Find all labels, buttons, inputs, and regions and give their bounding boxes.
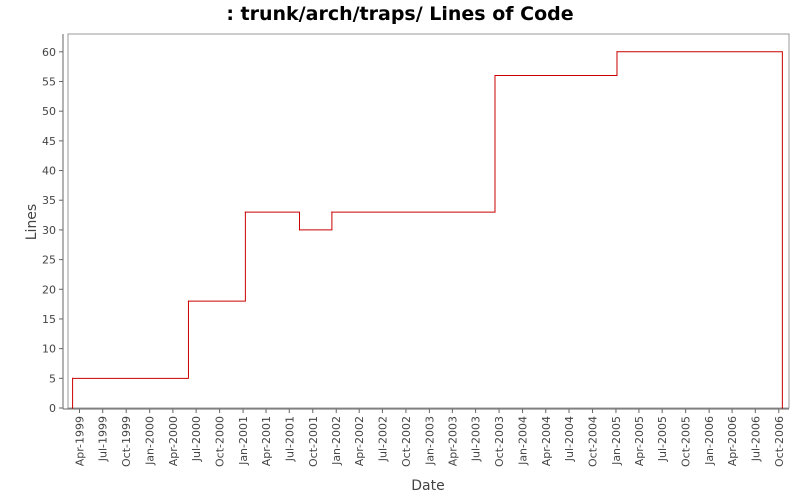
y-tick-label: 15 xyxy=(42,313,56,326)
x-tick-label: Oct-2006 xyxy=(773,416,786,467)
data-point xyxy=(494,74,496,77)
x-tick-label: Oct-1999 xyxy=(120,416,133,467)
data-point xyxy=(71,377,74,379)
data-point xyxy=(187,300,190,302)
y-tick-label: 5 xyxy=(49,372,56,385)
x-tick-label: Oct-2004 xyxy=(586,416,599,467)
y-axis-ticks: 0 5 10 15 20 25 30 35 40 45 50 55 60 xyxy=(42,46,63,415)
x-tick-label: Apr-2004 xyxy=(540,416,553,466)
y-tick-label: 10 xyxy=(42,343,56,356)
x-tick-label: Apr-2002 xyxy=(353,416,366,466)
data-point xyxy=(298,229,301,231)
x-tick-label: Oct-2005 xyxy=(680,416,693,467)
x-tick-label: Apr-2006 xyxy=(726,416,739,466)
data-point xyxy=(616,51,618,53)
x-tick-label: Jan-2001 xyxy=(237,416,250,466)
x-tick-label: Jul-2003 xyxy=(470,416,483,462)
x-tick-label: Jul-2001 xyxy=(283,416,296,462)
data-point xyxy=(244,211,246,213)
data-point xyxy=(781,407,783,409)
y-tick-label: 20 xyxy=(42,283,56,296)
y-tick-label: 50 xyxy=(42,105,56,118)
x-tick-label: Apr-1999 xyxy=(73,416,86,466)
plot-area xyxy=(67,33,790,409)
x-tick-label: Jan-2003 xyxy=(423,416,436,466)
x-tick-label: Jul-1999 xyxy=(97,416,110,462)
x-tick-label: Oct-2003 xyxy=(493,416,506,467)
x-tick-label: Oct-2001 xyxy=(307,416,320,467)
y-tick-label: 60 xyxy=(42,46,56,59)
y-tick-label: 35 xyxy=(42,194,56,207)
x-tick-label: Jul-2004 xyxy=(563,416,576,462)
x-tick-label: Jan-2000 xyxy=(144,416,157,466)
y-tick-label: 30 xyxy=(42,224,56,237)
x-tick-label: Apr-2000 xyxy=(167,416,180,466)
y-tick-label: 25 xyxy=(42,254,56,267)
x-axis-ticks: Apr-1999 Jul-1999 Oct-1999 Jan-2000 Apr-2000… xyxy=(73,409,786,467)
x-tick-label: Oct-2000 xyxy=(214,416,227,467)
x-tick-label: Apr-2001 xyxy=(260,416,273,466)
chart-title: : trunk/arch/traps/ Lines of Code xyxy=(226,3,573,25)
x-tick-label: Jul-2002 xyxy=(376,416,389,462)
series-layer xyxy=(71,51,783,409)
x-tick-label: Apr-2005 xyxy=(633,416,646,466)
data-point xyxy=(71,407,74,409)
x-tick-label: Jan-2006 xyxy=(703,416,716,466)
x-tick-label: Jul-2006 xyxy=(749,416,762,462)
x-tick-label: Jan-2005 xyxy=(610,416,623,466)
x-tick-label: Apr-2003 xyxy=(446,416,459,466)
x-tick-label: Oct-2002 xyxy=(400,416,413,467)
y-tick-label: 0 xyxy=(49,402,56,415)
x-axis-label: Date xyxy=(411,478,444,494)
y-tick-label: 40 xyxy=(42,165,56,178)
y-axis-label: Lines xyxy=(24,204,40,240)
y-tick-label: 55 xyxy=(42,75,56,88)
x-tick-label: Jan-2004 xyxy=(517,416,530,466)
x-tick-label: Jan-2002 xyxy=(330,416,343,466)
data-point xyxy=(331,211,333,213)
series-line xyxy=(72,51,783,408)
y-tick-label: 45 xyxy=(42,135,56,148)
x-tick-label: Jul-2000 xyxy=(190,416,203,462)
x-tick-label: Jul-2005 xyxy=(656,416,669,462)
